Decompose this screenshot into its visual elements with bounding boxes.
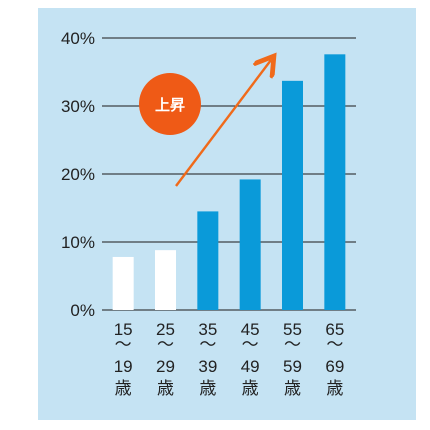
category-label-part: 歳 bbox=[284, 379, 301, 398]
category-label-part: ～ bbox=[242, 335, 259, 354]
bar-3 bbox=[239, 179, 261, 310]
bar-5 bbox=[324, 54, 346, 310]
bar-1 bbox=[155, 250, 176, 310]
category-label-part: 歳 bbox=[242, 379, 259, 398]
category-label-part: 39 bbox=[198, 357, 217, 376]
y-tick-label: 30% bbox=[61, 97, 95, 116]
category-label-part: 69 bbox=[325, 357, 344, 376]
bar-4 bbox=[282, 80, 303, 310]
category-label-part: 歳 bbox=[199, 379, 216, 398]
category-label-part: 49 bbox=[241, 357, 260, 376]
category-label-part: 歳 bbox=[115, 379, 132, 398]
category-label-part: 15 bbox=[114, 320, 133, 339]
category-label-part: 65 bbox=[325, 320, 344, 339]
category-label-part: 歳 bbox=[326, 379, 343, 398]
y-tick-label: 40% bbox=[61, 29, 95, 48]
category-label-part: 55 bbox=[283, 320, 302, 339]
category-label-part: 59 bbox=[283, 357, 302, 376]
y-tick-label: 0% bbox=[70, 301, 95, 320]
y-tick-label: 10% bbox=[61, 233, 95, 252]
category-label-part: ～ bbox=[157, 335, 174, 354]
category-label-part: 45 bbox=[241, 320, 260, 339]
category-label-part: 19 bbox=[114, 357, 133, 376]
category-label-part: ～ bbox=[284, 335, 301, 354]
badge-circle bbox=[139, 73, 201, 135]
chart-background bbox=[38, 8, 416, 420]
bar-2 bbox=[197, 211, 219, 310]
category-label-part: ～ bbox=[326, 335, 343, 354]
category-label-part: ～ bbox=[199, 335, 216, 354]
y-tick-label: 20% bbox=[61, 165, 95, 184]
category-label-part: ～ bbox=[115, 335, 132, 354]
category-label-part: 25 bbox=[156, 320, 175, 339]
category-label-part: 歳 bbox=[157, 379, 174, 398]
category-label-part: 29 bbox=[156, 357, 175, 376]
bar-0 bbox=[112, 256, 134, 310]
trend-arrow bbox=[175, 60, 271, 187]
badge-label: 上昇 bbox=[155, 96, 185, 114]
category-label-part: 35 bbox=[198, 320, 217, 339]
